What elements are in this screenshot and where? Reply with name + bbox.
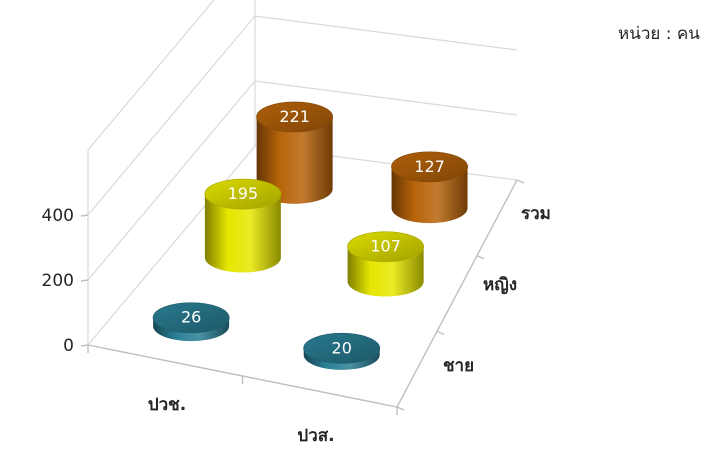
cylinder-top	[347, 231, 425, 263]
cylinder-side	[256, 117, 333, 204]
cylinder-top	[256, 101, 334, 133]
data-label: 127	[414, 157, 445, 176]
cylinder-top	[152, 302, 230, 334]
cylinder-bars: 221 127 195 107 26 20	[152, 101, 468, 370]
data-label: 20	[332, 338, 352, 357]
category-label: ปวส.	[297, 426, 334, 446]
cylinder-side	[204, 194, 281, 273]
data-label: 107	[370, 237, 401, 256]
cylinder-bar: 221	[256, 101, 334, 204]
series-label: รวม	[521, 204, 551, 224]
category-label: ปวช.	[148, 395, 186, 415]
data-label: 195	[228, 184, 259, 203]
cylinder-top	[391, 151, 468, 183]
cylinder-bar: 26	[152, 302, 230, 342]
cylinder-side	[391, 166, 468, 224]
data-label: 26	[181, 308, 201, 327]
cylinder-bar: 20	[303, 332, 381, 370]
cylinder-bar: 195	[204, 178, 282, 273]
axis-ticks: 0 200 400	[42, 206, 74, 356]
series-label: ชาย	[443, 356, 474, 376]
z-tick-label: 200	[42, 271, 74, 291]
z-tick-label: 400	[42, 206, 74, 226]
series-label: หญิง	[483, 275, 517, 295]
z-tick-label: 0	[63, 336, 74, 356]
cylinder-bar: 107	[347, 231, 425, 297]
data-label: 221	[279, 107, 310, 126]
cylinder-top	[204, 178, 282, 210]
unit-label: หน่วย : คน	[618, 24, 700, 44]
axis-labels: ปวช. ปวส. ชาย หญิง รวม	[148, 204, 551, 446]
chart-frame	[80, 0, 525, 415]
cylinder-top	[303, 332, 381, 364]
cylinder-bar: 127	[391, 151, 468, 224]
